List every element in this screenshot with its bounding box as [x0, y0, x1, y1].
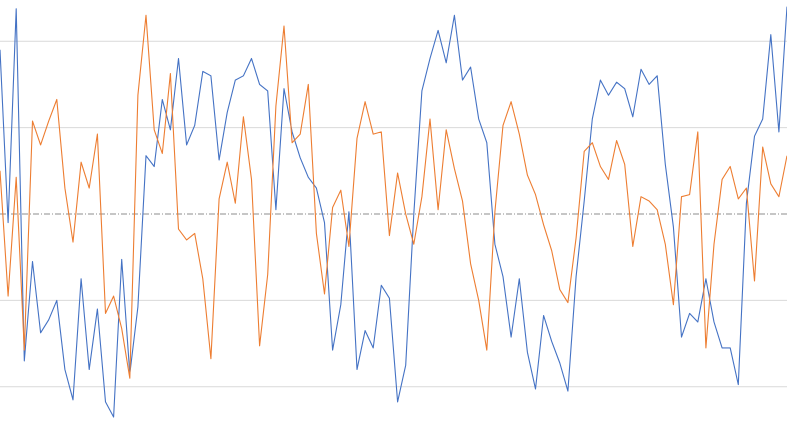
series-line-2	[0, 14, 787, 379]
series-group	[0, 6, 787, 418]
gridlines	[0, 40, 787, 388]
series-line-1	[0, 6, 787, 418]
